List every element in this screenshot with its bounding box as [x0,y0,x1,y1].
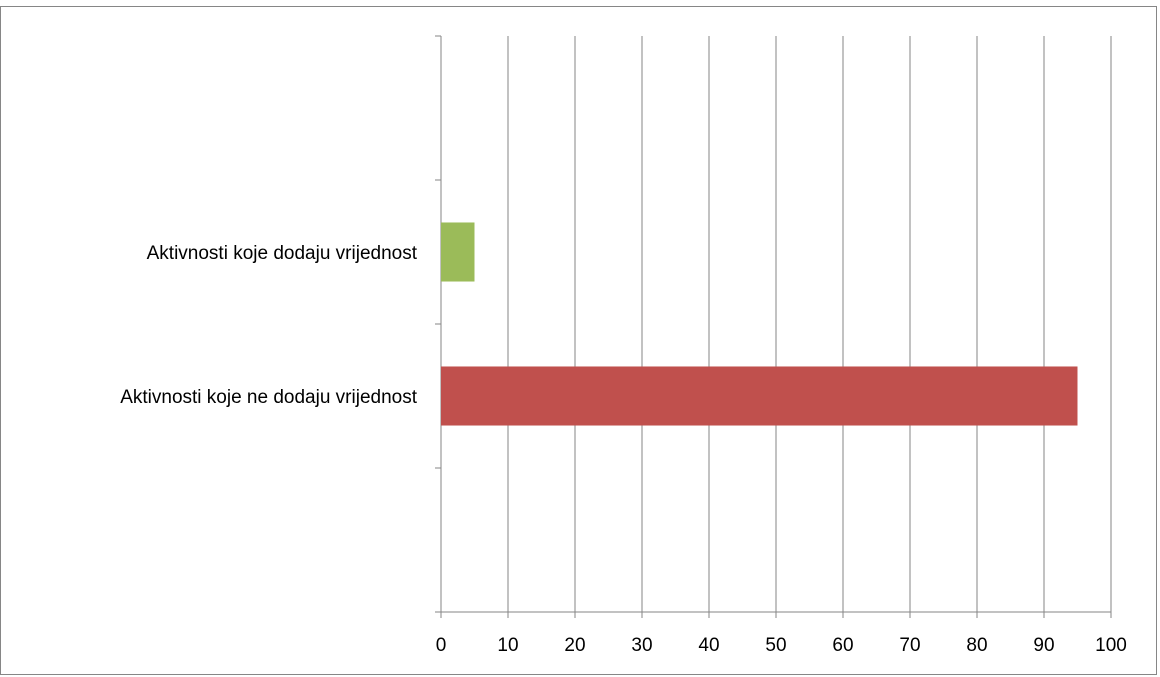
labels: 0 10 20 30 40 50 60 70 80 90 100 Aktivnosti koje ne… [120,243,1127,656]
gridlines [507,36,1112,612]
x-tick-label: 70 [899,635,920,656]
x-tick-label: 20 [564,635,585,656]
chart-border [0,6,1157,675]
x-tick-label: 40 [698,635,719,656]
x-tick-label: 10 [497,635,518,656]
axes [435,35,1112,618]
x-tick-label: 90 [1033,635,1054,656]
category-label: Aktivnosti koje ne dodaju vrijednost [120,387,418,408]
x-tick-label: 60 [832,635,853,656]
bars [441,222,1078,426]
x-tick-label: 80 [966,635,987,656]
x-tick-label: 100 [1095,635,1127,656]
x-tick-label: 30 [631,635,652,656]
bar [441,222,475,282]
x-tick-label: 50 [765,635,786,656]
category-label: Aktivnosti koje dodaju vrijednost [147,243,418,264]
x-tick-label: 0 [436,635,447,656]
bar [441,366,1078,426]
